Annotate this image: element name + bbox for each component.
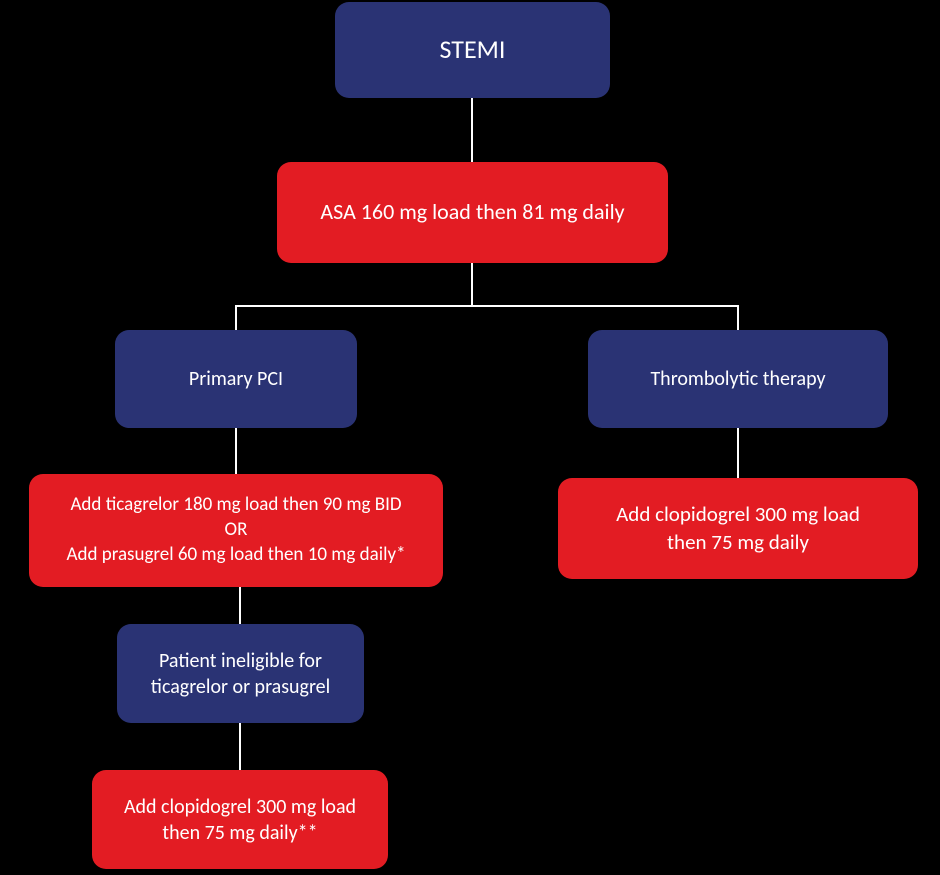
edge-asa-split xyxy=(471,263,473,306)
edge-stemi-asa xyxy=(471,98,473,162)
node-tica-pras: Add ticagrelor 180 mg load then 90 mg BI… xyxy=(29,474,443,587)
edge-inelig-clopl xyxy=(239,723,241,770)
node-pci: Primary PCI xyxy=(115,330,357,428)
node-thrombo-label: Thrombolytic therapy xyxy=(650,366,825,392)
node-asa-label: ASA 160 mg load then 81 mg daily xyxy=(320,198,624,227)
node-clop-r: Add clopidogrel 300 mg loadthen 75 mg da… xyxy=(558,478,918,579)
node-tica-pras-label: Add ticagrelor 180 mg load then 90 mg BI… xyxy=(66,493,405,567)
edge-hbar-pci xyxy=(235,305,237,330)
node-pci-label: Primary PCI xyxy=(189,366,283,392)
edge-tica-inelig xyxy=(239,587,241,624)
node-ineligible-label: Patient ineligible forticagrelor or pras… xyxy=(151,648,330,700)
node-asa: ASA 160 mg load then 81 mg daily xyxy=(277,162,668,263)
edge-hbar-thrombo xyxy=(737,305,739,330)
node-ineligible: Patient ineligible forticagrelor or pras… xyxy=(117,624,364,723)
node-clop-l-label: Add clopidogrel 300 mg loadthen 75 mg da… xyxy=(124,794,356,846)
edge-thrombo-clopr xyxy=(737,428,739,478)
node-clop-l: Add clopidogrel 300 mg loadthen 75 mg da… xyxy=(92,770,388,869)
edge-split-hbar xyxy=(235,305,739,307)
node-clop-r-label: Add clopidogrel 300 mg loadthen 75 mg da… xyxy=(616,501,860,556)
edge-pci-tica xyxy=(235,428,237,474)
node-thrombo: Thrombolytic therapy xyxy=(588,330,888,428)
node-stemi: STEMI xyxy=(335,2,610,98)
node-stemi-label: STEMI xyxy=(440,33,506,67)
